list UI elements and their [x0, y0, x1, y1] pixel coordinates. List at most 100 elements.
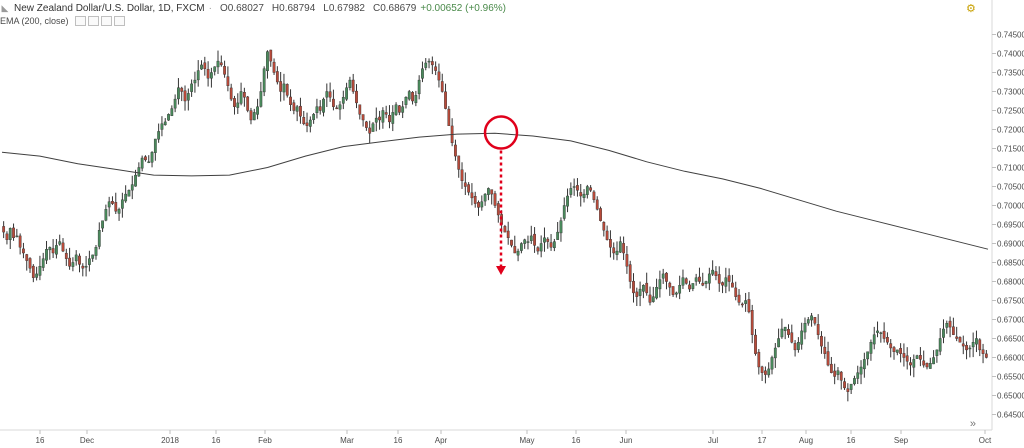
- candle-down: [249, 110, 253, 121]
- candle-down: [513, 246, 517, 254]
- candle-up: [88, 258, 91, 265]
- candle-up: [127, 190, 131, 197]
- candle-up: [912, 359, 916, 368]
- candle-up: [655, 287, 658, 299]
- scroll-to-latest-icon[interactable]: »: [969, 418, 976, 430]
- candle-up: [869, 342, 873, 354]
- collapse-icon[interactable]: ◣: [1, 3, 9, 13]
- candle-up: [615, 250, 619, 255]
- indicator-legend: EMA (200, close): [0, 16, 127, 26]
- price-tick-label: 0.68000: [997, 278, 1024, 287]
- candle-up: [45, 248, 48, 261]
- time-tick-label: 16: [212, 436, 221, 445]
- eye-icon[interactable]: [74, 16, 86, 26]
- candle-down: [737, 294, 741, 303]
- time-tick-label: Jun: [620, 436, 633, 445]
- more-icon[interactable]: [113, 16, 125, 26]
- candle-up: [928, 363, 932, 369]
- close-icon[interactable]: [100, 16, 112, 26]
- menu-dots-icon[interactable]: ·: [208, 3, 212, 14]
- candle-down: [747, 299, 751, 313]
- candle-up: [559, 220, 563, 234]
- candle-up: [773, 347, 777, 359]
- candle-down: [332, 98, 335, 107]
- candle-up: [938, 338, 942, 352]
- candle-up: [569, 188, 573, 195]
- candle-down: [787, 329, 790, 335]
- candle-down: [463, 182, 467, 187]
- indicator-title[interactable]: EMA (200, close): [0, 16, 69, 26]
- candle-down: [434, 66, 438, 71]
- candle-down: [958, 337, 962, 343]
- candle-down: [384, 112, 388, 115]
- candle-down: [764, 370, 767, 375]
- high-value: H0.68794: [271, 3, 316, 14]
- candle-up: [71, 262, 75, 267]
- candle-up: [338, 104, 342, 110]
- time-axis[interactable]: 16 Dec 2018 16 Feb Mar 16 Apr May 16 Jun Jul 17 Aug 16…: [36, 430, 992, 445]
- candle-up: [38, 266, 42, 276]
- gear-icon[interactable]: ⚙: [966, 3, 976, 15]
- candle-down: [31, 265, 35, 278]
- candle-down: [361, 114, 365, 121]
- candle-down: [447, 108, 451, 126]
- candle-up: [767, 368, 771, 376]
- price-tick-label: 0.71000: [997, 164, 1024, 173]
- candle-down: [411, 92, 414, 102]
- price-tick-label: 0.65500: [997, 373, 1024, 382]
- candle-down: [665, 272, 668, 282]
- candle-down: [612, 247, 616, 254]
- change-value: +0.00652 (+0.96%): [420, 3, 506, 14]
- candle-up: [487, 188, 490, 195]
- candle-up: [552, 241, 556, 249]
- open-value: O0.68027: [219, 3, 264, 14]
- candle-down: [305, 122, 309, 126]
- candle-up: [120, 199, 124, 209]
- candle-down: [595, 199, 599, 210]
- candle-down: [731, 282, 734, 288]
- candle-down: [510, 239, 513, 246]
- candle-down: [437, 71, 441, 81]
- candle-up: [157, 131, 161, 140]
- candle-down: [506, 230, 510, 239]
- candle-down: [889, 343, 893, 349]
- price-tick-label: 0.70000: [997, 202, 1024, 211]
- price-tick-label: 0.69500: [997, 221, 1024, 230]
- candle-up: [777, 338, 780, 348]
- candle-up: [266, 51, 269, 72]
- candle-down: [698, 276, 701, 282]
- candle-down: [285, 84, 289, 96]
- candle-down: [470, 192, 474, 199]
- candle-down: [605, 230, 609, 240]
- candle-down: [233, 98, 236, 107]
- time-tick-label: 16: [394, 436, 403, 445]
- candle-up: [856, 372, 860, 379]
- candle-up: [618, 241, 622, 253]
- time-tick-label: 17: [758, 436, 767, 445]
- candle-down: [533, 233, 536, 246]
- candle-down: [242, 92, 246, 98]
- settings-icon[interactable]: [87, 16, 99, 26]
- candle-down: [114, 202, 118, 212]
- candle-up: [711, 269, 715, 275]
- candle-up: [117, 209, 121, 214]
- candle-up: [391, 112, 395, 124]
- candle-down: [289, 96, 292, 105]
- candle-up: [744, 300, 748, 304]
- candle-up: [556, 231, 560, 240]
- candle-down: [793, 342, 797, 351]
- candle-up: [150, 152, 154, 163]
- candle-up: [345, 87, 348, 100]
- annotation-arrowhead: [496, 266, 506, 275]
- price-tick-label: 0.64500: [997, 411, 1024, 420]
- candle-down: [467, 184, 471, 193]
- candle-up: [236, 102, 240, 108]
- candle-up: [407, 91, 411, 100]
- symbol-title[interactable]: New Zealand Dollar/U.S. Dollar, 1D, FXCM: [14, 3, 205, 14]
- price-axis[interactable]: 0.74500 0.74000 0.73500 0.73000 0.72500 0.720…: [992, 31, 1024, 420]
- candle-down: [206, 68, 210, 79]
- candle-up: [651, 296, 655, 302]
- candle-up: [707, 273, 711, 284]
- candle-down: [12, 227, 15, 238]
